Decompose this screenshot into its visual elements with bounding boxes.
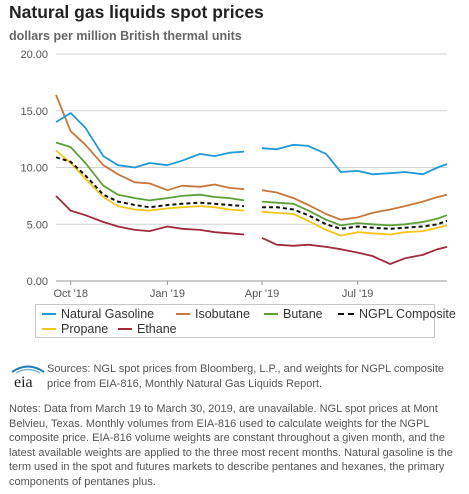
legend-swatch	[42, 327, 56, 330]
legend-item-natural-gasoline: Natural Gasoline	[42, 307, 154, 321]
series-line-ethane	[55, 195, 448, 265]
x-tick-label: Jan '19	[150, 288, 185, 300]
x-tick-label: Jul '19	[342, 288, 373, 300]
legend-label: NGPL Composite	[359, 307, 456, 321]
legend-swatch	[338, 312, 354, 315]
legend-swatch	[42, 312, 56, 315]
series-line-isobutane	[55, 94, 448, 221]
legend-swatch	[118, 327, 132, 330]
x-tick-label: Oct '18	[53, 288, 88, 300]
eia-logo: eia	[8, 363, 48, 391]
series-line-natural-gasoline	[55, 112, 448, 176]
line-chart: 0.00 5.00 10.00 15.00 20.00 Oct '18 Jan '19 Ap…	[20, 49, 448, 300]
legend-label: Ethane	[137, 322, 177, 336]
y-axis-ticks: 0.00 5.00 10.00 15.00 20.00	[20, 49, 48, 288]
x-tick-label: Apr '19	[245, 288, 280, 300]
logo-text: eia	[14, 374, 33, 389]
y-tick-label: 10.00	[20, 163, 48, 175]
legend-item-butane: Butane	[264, 307, 323, 321]
gridlines	[56, 53, 447, 282]
y-tick-label: 5.00	[27, 219, 48, 231]
series-line-propane	[55, 149, 448, 237]
legend-item-ethane: Ethane	[118, 322, 177, 336]
legend-label: Isobutane	[195, 307, 250, 321]
x-axis-ticks: Oct '18 Jan '19 Apr '19 Jul '19	[53, 281, 373, 300]
legend-label: Propane	[61, 322, 109, 336]
y-tick-label: 20.00	[20, 49, 48, 61]
y-tick-label: 0.00	[27, 276, 48, 288]
legend-swatch	[176, 312, 190, 315]
sources-text: Sources: NGL spot prices from Bloomberg,…	[47, 363, 444, 390]
y-tick-label: 15.00	[20, 106, 48, 118]
legend-label: Butane	[283, 307, 323, 321]
legend-item-propane: Propane	[42, 322, 108, 336]
notes-text: Notes: Data from March 19 to March 30, 2…	[9, 403, 453, 488]
chart-subtitle: dollars per million British thermal unit…	[9, 29, 242, 43]
legend-label: Natural Gasoline	[61, 307, 155, 321]
series-lines	[55, 94, 448, 265]
series-line-ngpl-composite	[55, 156, 448, 230]
chart-title: Natural gas liquids spot prices	[9, 2, 264, 22]
legend-item-ngpl-composite: NGPL Composite	[338, 307, 456, 321]
series-line-butane	[55, 141, 448, 227]
legend-item-isobutane: Isobutane	[176, 307, 250, 321]
legend-swatch	[264, 312, 278, 315]
legend: Natural Gasoline Isobutane Butane NGPL C…	[35, 304, 456, 338]
